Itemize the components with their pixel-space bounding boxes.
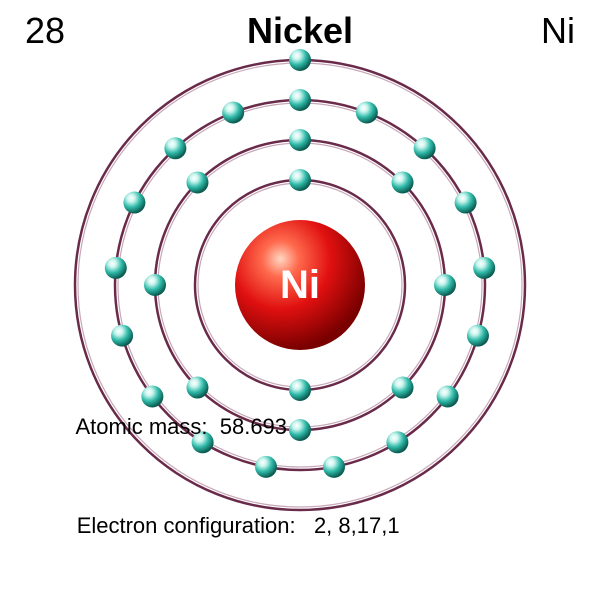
atomic-mass-label: Atomic mass: — [75, 414, 207, 439]
electron — [434, 274, 456, 296]
electron — [473, 257, 495, 279]
electron — [467, 325, 489, 347]
electron — [289, 89, 311, 111]
electron — [392, 171, 414, 193]
electron — [144, 274, 166, 296]
electron — [437, 385, 459, 407]
electron — [164, 137, 186, 159]
atom-card: 28 Nickel Ni Ni Atomic mass: 58.693 Elec… — [0, 0, 600, 595]
electron — [105, 257, 127, 279]
electron — [186, 171, 208, 193]
electron-config-value: 2, 8,17,1 — [314, 513, 400, 538]
electron — [289, 49, 311, 71]
electron-config-label: Electron configuration: — [77, 513, 296, 538]
electron — [356, 101, 378, 123]
electron — [414, 137, 436, 159]
electron — [123, 192, 145, 214]
electron — [289, 129, 311, 151]
electron — [222, 101, 244, 123]
electron — [455, 192, 477, 214]
element-symbol: Ni — [541, 10, 575, 52]
nucleus-label: Ni — [280, 263, 320, 307]
atomic-mass-value: 58.693 — [220, 414, 287, 439]
electron — [289, 169, 311, 191]
footer-info: Atomic mass: 58.693 Electron configurati… — [40, 377, 400, 575]
electron — [111, 325, 133, 347]
